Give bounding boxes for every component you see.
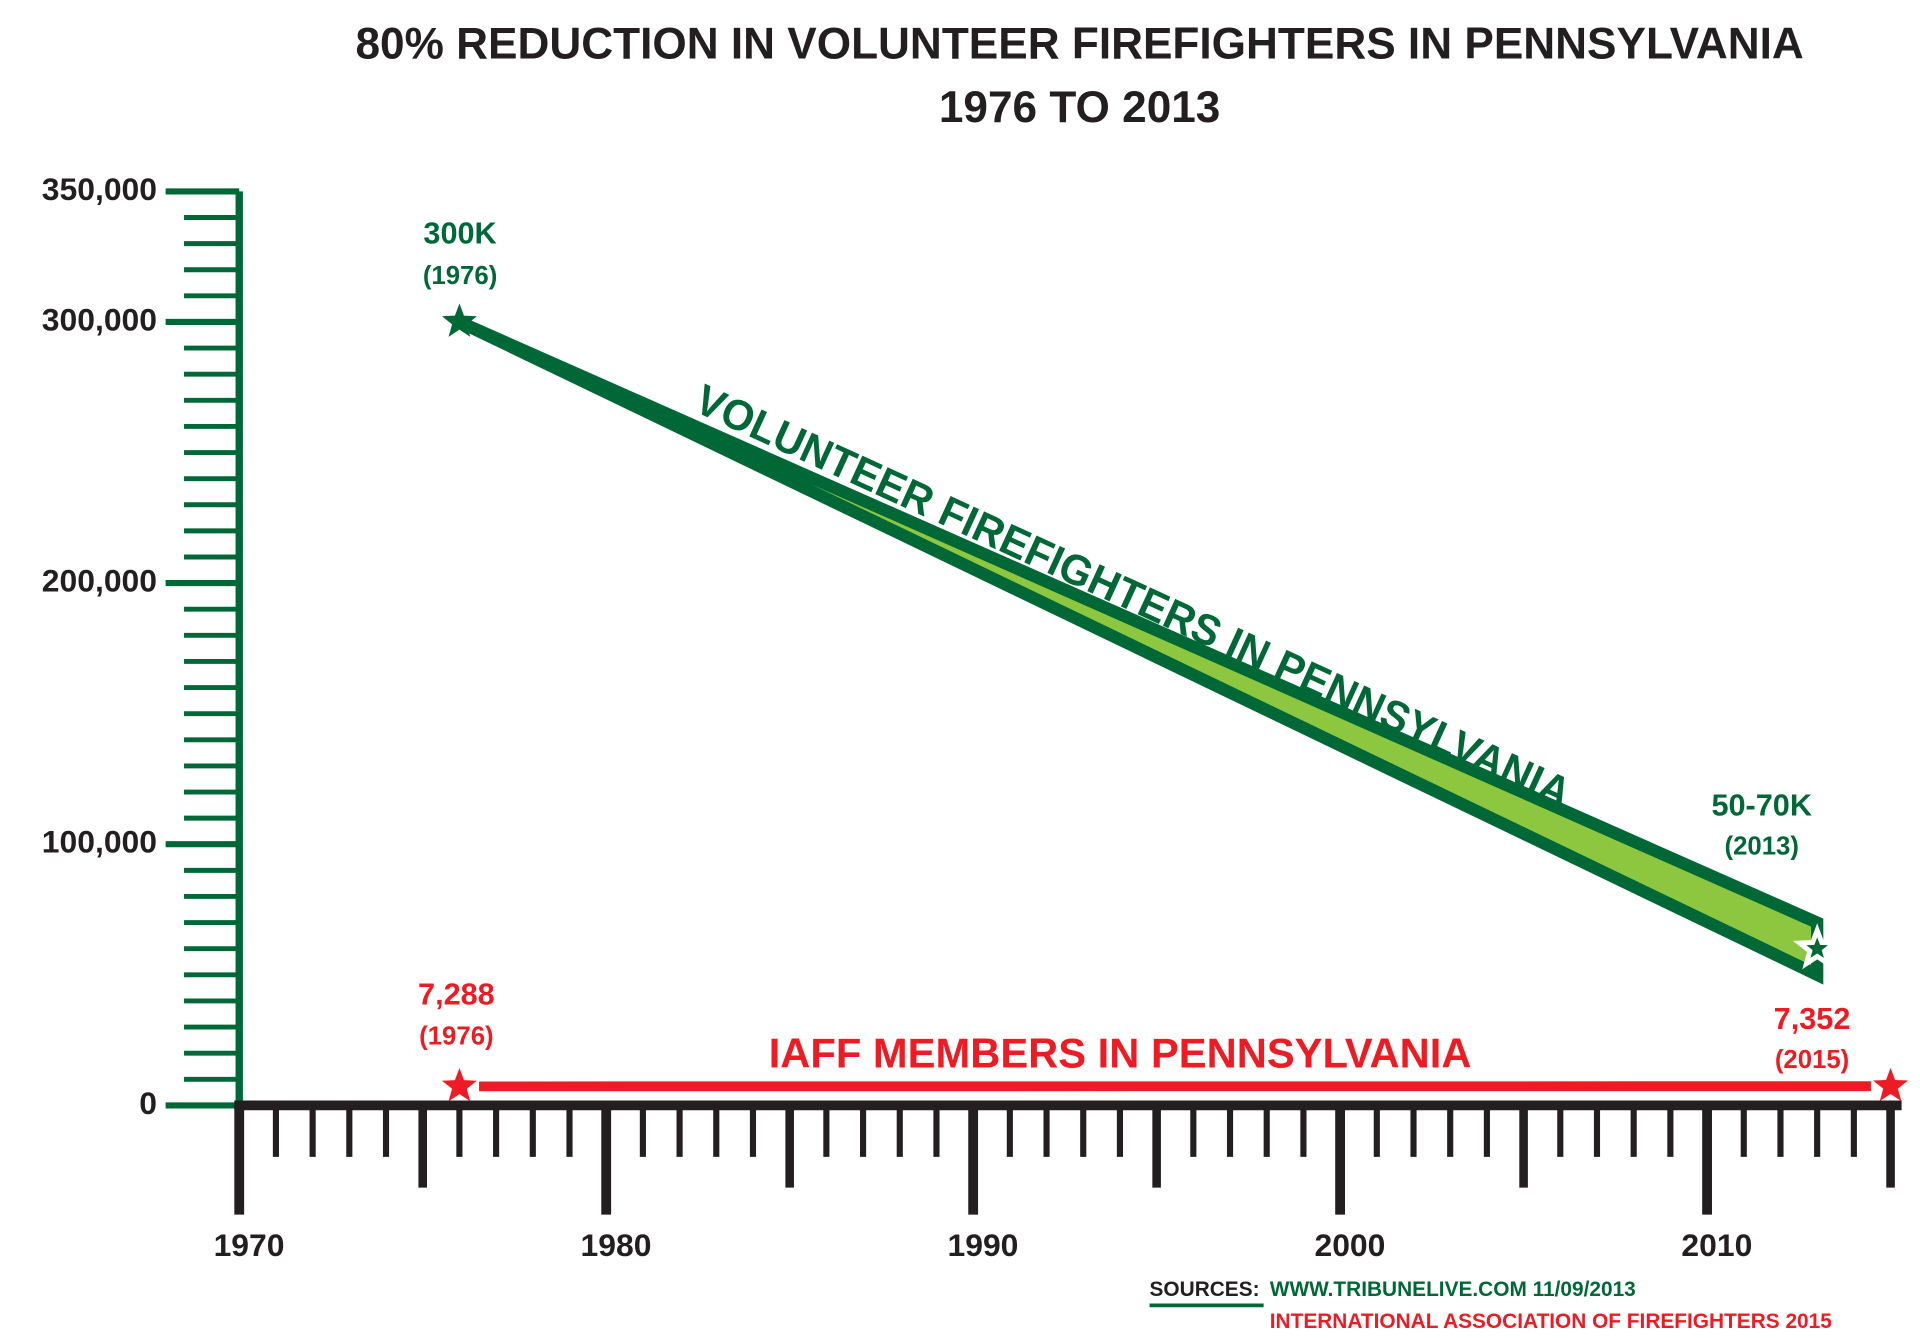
date-label: (2013) [1725,833,1799,861]
x-tick-label: 2000 [1314,1227,1385,1263]
chart-subtitle: 1976 TO 2013 [939,83,1221,132]
sources-label: SOURCES: [1150,1278,1260,1301]
series-label: VOLUNTEER FIREFIGHTERS IN PENNSYLVANIA [688,376,1578,818]
value-label: 300K [423,217,496,251]
x-tick-label: 1990 [948,1227,1019,1263]
value-label: 7,352 [1774,1002,1851,1036]
y-tick-label: 350,000 [42,171,157,207]
y-tick-label: 300,000 [42,301,157,337]
x-tick-label: 1980 [581,1227,652,1263]
value-label: 50-70K [1711,788,1812,822]
range-band [456,316,1824,985]
chart-title: 80% REDUCTION IN VOLUNTEER FIREFIGHTERS … [355,19,1803,68]
value-label: 7,288 [418,977,495,1011]
date-label: (2015) [1775,1046,1849,1074]
star-marker [441,1067,477,1102]
date-label: (1976) [419,1023,493,1051]
source-line: INTERNATIONAL ASSOCIATION OF FIREFIGHTER… [1270,1310,1832,1333]
star-marker [1873,1067,1909,1102]
series-label: IAFF MEMBERS IN PENNSYLVANIA [769,1029,1472,1076]
star-marker [441,303,477,337]
x-tick-label: 1970 [214,1227,285,1263]
y-tick-label: 0 [139,1085,157,1121]
star-marker [1792,923,1842,970]
y-tick-label: 200,000 [42,563,157,599]
source-line: WWW.TRIBUNELIVE.COM 11/09/2013 [1270,1278,1636,1301]
x-tick-label: 2010 [1681,1227,1752,1263]
y-tick-label: 100,000 [42,824,157,860]
date-label: (1976) [423,262,497,290]
